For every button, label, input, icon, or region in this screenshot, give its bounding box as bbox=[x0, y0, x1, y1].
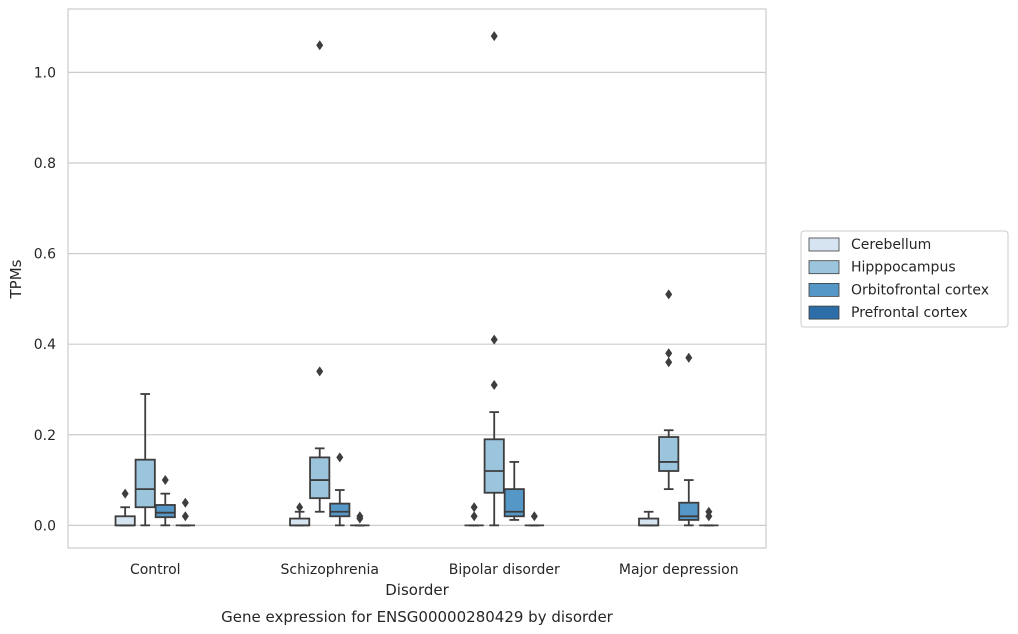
x-tick-label: Schizophrenia bbox=[281, 562, 379, 578]
y-tick-label: 0.2 bbox=[34, 428, 56, 444]
plot-area-frame bbox=[67, 8, 767, 549]
box bbox=[134, 458, 156, 509]
x-axis-title: Disorder bbox=[385, 581, 449, 599]
legend-label: Cerebellum bbox=[851, 237, 931, 253]
box bbox=[329, 502, 351, 518]
y-axis-ticks: 0.0 0.2 0.4 0.6 0.8 1.0 bbox=[34, 65, 56, 534]
x-tick-label: Major depression bbox=[619, 562, 739, 578]
outlier-point bbox=[161, 475, 169, 486]
outlier-point bbox=[665, 348, 673, 359]
legend-frame bbox=[800, 230, 1009, 328]
box bbox=[638, 517, 660, 527]
x-tick-label: Control bbox=[130, 562, 181, 578]
box bbox=[483, 438, 505, 494]
y-tick-label: 0.8 bbox=[34, 156, 56, 172]
outlier-point bbox=[490, 334, 498, 345]
box bbox=[114, 515, 136, 527]
box bbox=[289, 517, 311, 527]
y-tick-label: 1.0 bbox=[34, 65, 56, 81]
legend-label: Orbitofrontal cortex bbox=[851, 282, 989, 298]
outlier-point bbox=[470, 502, 478, 513]
legend-swatch bbox=[808, 260, 840, 275]
outlier-point bbox=[685, 352, 693, 363]
legend-swatch bbox=[808, 237, 840, 252]
box bbox=[309, 456, 331, 500]
outlier-point bbox=[121, 488, 129, 499]
outlier-point bbox=[470, 511, 478, 522]
outlier-point bbox=[181, 497, 189, 508]
outlier-point bbox=[316, 366, 324, 377]
outlier-point bbox=[530, 511, 538, 522]
box-series bbox=[114, 31, 719, 527]
legend-label: Hipppocampus bbox=[851, 260, 956, 276]
y-axis-title: TPMs bbox=[7, 259, 25, 299]
y-tick-label: 0.0 bbox=[34, 518, 56, 534]
outlier-point bbox=[665, 289, 673, 300]
box bbox=[678, 501, 700, 521]
outlier-point bbox=[356, 511, 364, 522]
box bbox=[154, 504, 176, 519]
box bbox=[503, 488, 525, 518]
outlier-point bbox=[316, 40, 324, 51]
outlier-point bbox=[336, 452, 344, 463]
legend-swatch bbox=[808, 305, 840, 320]
outlier-point bbox=[181, 511, 189, 522]
outlier-point bbox=[296, 502, 304, 513]
outlier-point bbox=[705, 506, 713, 517]
x-tick-label: Bipolar disorder bbox=[449, 562, 560, 578]
outlier-point bbox=[490, 31, 498, 42]
outlier-point bbox=[665, 357, 673, 368]
x-axis-ticks: Control Schizophrenia Bipolar disorder Majo… bbox=[130, 562, 739, 578]
legend: Cerebellum Hipppocampus Orbitofrontal cort… bbox=[800, 230, 1009, 328]
y-tick-label: 0.4 bbox=[34, 337, 56, 353]
legend-label: Prefrontal cortex bbox=[851, 305, 968, 321]
box bbox=[658, 436, 680, 472]
legend-swatch bbox=[808, 282, 840, 297]
chart-caption: Gene expression for ENSG00000280429 by d… bbox=[221, 608, 614, 626]
outlier-point bbox=[490, 379, 498, 390]
y-tick-label: 0.6 bbox=[34, 247, 56, 263]
